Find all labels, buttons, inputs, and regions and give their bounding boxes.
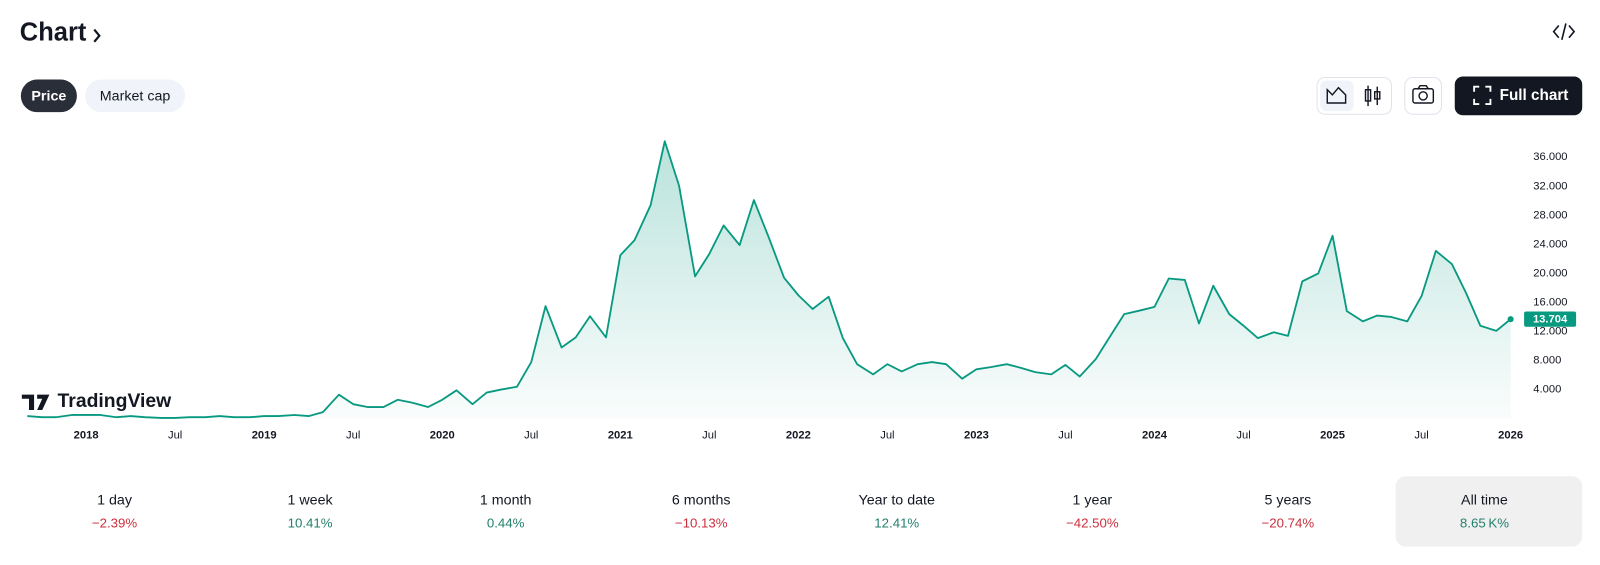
x-tick-label: Jul [880, 429, 894, 441]
x-tick-label: Jul [1058, 429, 1072, 441]
expand-icon [1473, 85, 1492, 105]
x-tick-label: 2019 [252, 429, 277, 441]
x-tick-label: 2024 [1142, 429, 1168, 441]
embed-icon[interactable] [1552, 23, 1576, 40]
x-tick-label: 2023 [964, 429, 989, 441]
period-active-bg[interactable] [1395, 476, 1583, 547]
y-tick-label: 36.000 [1533, 151, 1567, 163]
y-tick-label: 20.000 [1533, 267, 1567, 279]
x-tick-label: 2026 [1498, 429, 1523, 441]
area-style-button[interactable] [1320, 80, 1354, 112]
y-tick-label: 4.000 [1533, 384, 1561, 396]
period-change[interactable]: −10.13% [675, 516, 728, 531]
y-tick-label: 24.000 [1533, 238, 1567, 250]
period-label[interactable]: All time [1461, 493, 1508, 509]
y-tick-label: 16.000 [1533, 296, 1567, 308]
tabs: Price Market cap [20, 79, 186, 113]
title-chevron[interactable] [93, 28, 101, 43]
x-tick-label: Jul [702, 429, 716, 441]
tab[interactable] [85, 79, 186, 113]
watermark: TradingView [21, 390, 173, 412]
tab[interactable] [20, 79, 77, 113]
y-tick-label: 12.000 [1533, 325, 1567, 337]
tab-label[interactable]: Market cap [100, 89, 171, 105]
x-tick-label: 2020 [430, 429, 455, 441]
price-line [27, 140, 1512, 419]
x-tick-label: Jul [1414, 429, 1428, 441]
periods: 1 day −2.39% 1 week 10.41% 1 month 0.44% 6 mon… [92, 476, 1583, 547]
period-label[interactable]: 1 day [97, 493, 133, 509]
plot: 4.000 8.000 12.000 16.000 20.000 24.000 28.000… [27, 140, 1577, 441]
period-label[interactable]: 1 month [480, 493, 532, 509]
snapshot-button[interactable] [1404, 76, 1442, 115]
watermark-text: TradingView [58, 390, 173, 412]
period-change[interactable]: −42.50% [1066, 516, 1119, 531]
period-change[interactable]: 12.41% [874, 516, 919, 531]
y-tick-label: 8.000 [1533, 355, 1561, 367]
full-chart-label[interactable]: Full chart [1500, 87, 1569, 104]
last-point [1507, 316, 1514, 323]
last-price-badge [1524, 311, 1577, 327]
tab-label[interactable]: Price [31, 89, 66, 105]
x-tick-label: Jul [524, 429, 538, 441]
x-tick-label: Jul [168, 429, 182, 441]
period-change[interactable]: −2.39% [92, 516, 138, 531]
camera-icon [1412, 84, 1435, 104]
last-price-label: 13.704 [1533, 314, 1568, 326]
period-label[interactable]: 6 months [672, 493, 731, 509]
area [27, 141, 1511, 419]
y-tick-label: 28.000 [1533, 209, 1567, 221]
x-tick-label: 2018 [74, 429, 99, 441]
period-label[interactable]: 5 years [1264, 493, 1311, 509]
x-tick-label: 2022 [786, 429, 811, 441]
candle-style-button[interactable] [1364, 85, 1381, 107]
title[interactable]: Chart [20, 18, 87, 46]
period-label[interactable]: 1 week [287, 493, 333, 509]
x-tick-label: Jul [1236, 429, 1250, 441]
x-tick-label: 2025 [1320, 429, 1345, 441]
x-tick-label: Jul [346, 429, 360, 441]
period-label[interactable]: 1 year [1072, 493, 1112, 509]
period-label[interactable]: Year to date [859, 493, 935, 509]
period-change[interactable]: 0.44% [487, 516, 525, 531]
y-tick-label: 32.000 [1533, 180, 1567, 192]
period-change[interactable]: 10.41% [288, 516, 333, 531]
period-change[interactable]: 8.65 K% [1460, 516, 1509, 531]
area-icon [1326, 86, 1347, 104]
period-change[interactable]: −20.74% [1262, 516, 1315, 531]
x-tick-label: 2021 [608, 429, 633, 441]
